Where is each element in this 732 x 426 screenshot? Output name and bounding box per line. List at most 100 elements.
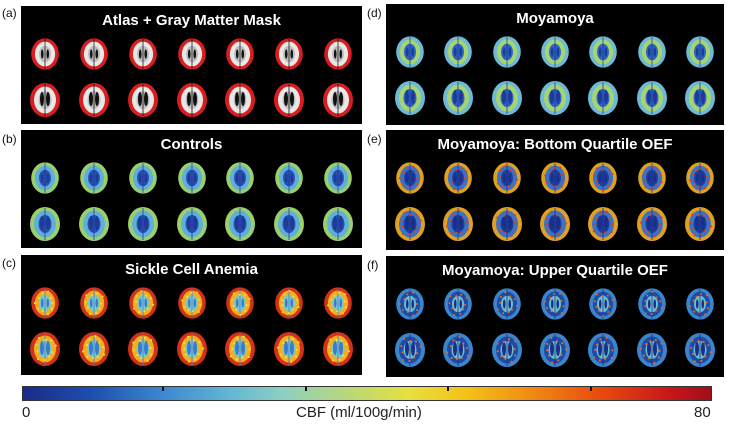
colorbar-unit-label: CBF (ml/100g/min) bbox=[296, 404, 422, 421]
brain-slice bbox=[177, 162, 206, 194]
brain-slice bbox=[323, 287, 352, 319]
brain-slice bbox=[491, 81, 522, 115]
brain-slice bbox=[541, 36, 569, 68]
brain-slice bbox=[273, 207, 304, 241]
brain-slice bbox=[273, 332, 304, 366]
brain-slice bbox=[226, 162, 255, 194]
brain-slice bbox=[30, 332, 61, 366]
brain-slice bbox=[686, 288, 714, 320]
brain-slice bbox=[396, 36, 424, 68]
colorbar-max-label: 80 bbox=[694, 404, 711, 421]
brain-slice bbox=[541, 288, 569, 320]
panel-sickle-cell: Sickle Cell Anemia bbox=[21, 255, 362, 375]
brain-slice bbox=[684, 81, 715, 115]
brain-slice bbox=[322, 332, 353, 366]
brain-slice bbox=[684, 333, 715, 367]
brain-slice bbox=[491, 207, 522, 241]
brain-slice bbox=[396, 288, 424, 320]
brain-slice bbox=[225, 83, 256, 117]
colorbar-tick bbox=[162, 387, 164, 391]
brain-slice bbox=[443, 333, 474, 367]
panel-title-bottom-quartile: Moyamoya: Bottom Quartile OEF bbox=[437, 136, 673, 153]
brain-slice bbox=[31, 162, 60, 194]
panel-moyamoya-upper-quartile: Moyamoya: Upper Quartile OEF bbox=[386, 256, 724, 377]
brain-slice bbox=[589, 288, 618, 320]
colorbar-min-label: 0 bbox=[22, 404, 31, 421]
panel-title-sickle-cell: Sickle Cell Anemia bbox=[125, 261, 258, 278]
panel-letter-e: (e) bbox=[367, 132, 382, 146]
brain-slice bbox=[30, 207, 61, 241]
brain-slice bbox=[636, 81, 667, 115]
brain-slice bbox=[444, 36, 473, 68]
brain-slice bbox=[444, 288, 473, 320]
brain-slice bbox=[31, 38, 60, 70]
brain-slice bbox=[128, 287, 157, 319]
brain-slice bbox=[323, 38, 352, 70]
panel-letter-b: (b) bbox=[2, 132, 17, 146]
brain-slice bbox=[589, 36, 618, 68]
brain-slice bbox=[492, 36, 521, 68]
panel-title-controls: Controls bbox=[160, 136, 223, 153]
brain-slice bbox=[395, 333, 426, 367]
panel-title-moyamoya: Moyamoya bbox=[516, 10, 594, 27]
brain-slice bbox=[540, 81, 570, 115]
brain-slice bbox=[177, 287, 206, 319]
brain-slice bbox=[80, 38, 108, 70]
brain-slice bbox=[636, 333, 667, 367]
brain-slice bbox=[128, 38, 157, 70]
brain-slice bbox=[443, 81, 474, 115]
brain-slice bbox=[637, 162, 666, 194]
brain-slice bbox=[491, 333, 522, 367]
brain-slice bbox=[275, 38, 303, 70]
panel-atlas: Atlas + Gray Matter Mask bbox=[21, 6, 362, 124]
brain-slice bbox=[176, 83, 207, 117]
panel-moyamoya-bottom-quartile: Moyamoya: Bottom Quartile OEF bbox=[386, 130, 724, 250]
brain-slice bbox=[540, 333, 570, 367]
brain-slice bbox=[226, 287, 255, 319]
panel-title-upper-quartile: Moyamoya: Upper Quartile OEF bbox=[442, 262, 668, 279]
brain-slice bbox=[541, 162, 569, 194]
cbf-colorbar bbox=[22, 386, 712, 401]
brain-slice bbox=[225, 332, 256, 366]
panel-letter-d: (d) bbox=[367, 6, 382, 20]
brain-slice bbox=[588, 333, 619, 367]
brain-slice bbox=[444, 162, 473, 194]
colorbar-tick bbox=[305, 387, 307, 391]
brain-slice bbox=[323, 162, 352, 194]
panel-moyamoya: Moyamoya bbox=[386, 4, 724, 125]
panel-letter-f: (f) bbox=[367, 258, 379, 272]
brain-slice bbox=[275, 287, 303, 319]
brain-slice bbox=[79, 83, 110, 117]
brain-slice bbox=[588, 207, 619, 241]
brain-slice bbox=[79, 207, 110, 241]
brain-slice bbox=[273, 83, 304, 117]
brain-slice bbox=[540, 207, 570, 241]
brain-slice bbox=[80, 162, 108, 194]
brain-slice bbox=[492, 162, 521, 194]
brain-slice bbox=[127, 83, 158, 117]
brain-slice bbox=[395, 81, 426, 115]
brain-slice bbox=[636, 207, 667, 241]
colorbar-tick bbox=[590, 387, 592, 391]
panel-letter-a: (a) bbox=[2, 6, 17, 20]
brain-slice bbox=[686, 162, 714, 194]
brain-slice bbox=[492, 288, 521, 320]
panel-title-atlas: Atlas + Gray Matter Mask bbox=[102, 12, 281, 29]
brain-slice bbox=[686, 36, 714, 68]
panel-controls: Controls bbox=[21, 130, 362, 248]
brain-slice bbox=[588, 81, 619, 115]
brain-slice bbox=[31, 287, 60, 319]
brain-slice bbox=[443, 207, 474, 241]
brain-slice bbox=[127, 207, 158, 241]
brain-slice bbox=[79, 332, 110, 366]
brain-slice bbox=[322, 207, 353, 241]
brain-slice bbox=[275, 162, 303, 194]
brain-slice bbox=[176, 207, 207, 241]
brain-slice bbox=[395, 207, 426, 241]
brain-slice bbox=[176, 332, 207, 366]
brain-slice bbox=[177, 38, 206, 70]
brain-slice bbox=[225, 207, 256, 241]
brain-slice bbox=[396, 162, 424, 194]
brain-slice bbox=[589, 162, 618, 194]
